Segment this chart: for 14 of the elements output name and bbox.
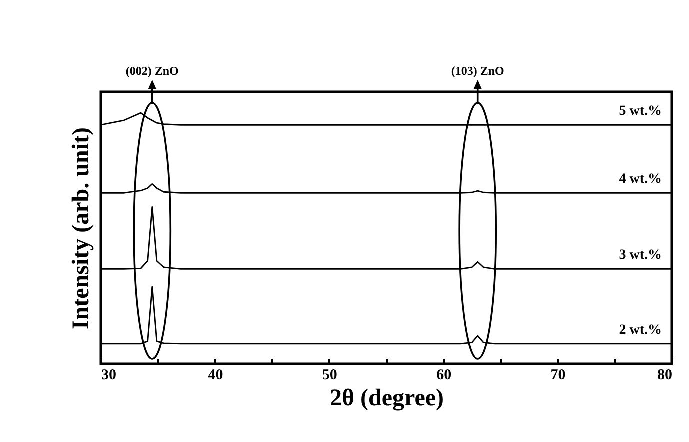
x-tick-label: 30 [102, 368, 116, 384]
series-label: 4 wt.% [619, 172, 662, 188]
text: (002) ZnO [126, 64, 179, 78]
x-tick-label: 50 [322, 368, 338, 384]
x-tick-label: 40 [208, 368, 224, 384]
x-axis-title: 2θ (degree) [330, 386, 444, 412]
x-tick-label: 60 [436, 368, 452, 384]
y-axis-title: Intensity (arb. unit) [68, 127, 94, 330]
series-label: 5 wt.% [619, 104, 662, 120]
x-tick-label: 80 [658, 368, 672, 384]
text: (103) ZnO [451, 64, 504, 78]
x-tick-label: 70 [550, 368, 566, 384]
series-label: 3 wt.% [619, 248, 662, 264]
series-label: 2 wt.% [619, 322, 662, 338]
